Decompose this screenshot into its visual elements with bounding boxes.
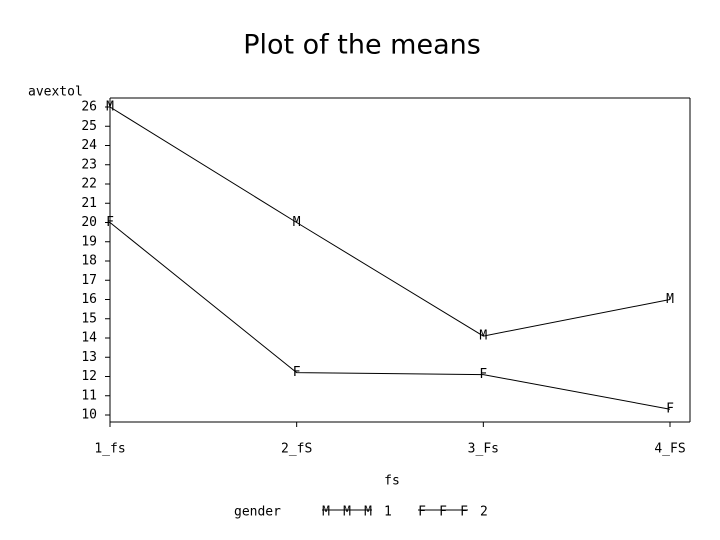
legend-marker: F [418,505,426,520]
y-tick-label: 13 [81,350,97,365]
legend-title: gender [234,505,281,520]
legend-marker: M [322,505,330,520]
point-marker: M [106,100,114,115]
y-tick-label: 17 [81,273,97,288]
y-tick-label: 26 [81,100,97,115]
point-marker: M [479,329,487,344]
x-tick-label: 1_fs [94,442,125,457]
point-marker: F [293,365,301,380]
series-line [109,106,671,337]
legend-label: 1 [384,505,392,520]
x-tick-label: 2_fS [281,442,312,457]
y-axis-label: avextol [28,85,83,100]
y-tick-label: 16 [81,292,97,307]
y-tick-label: 15 [81,311,97,326]
legend-marker: F [439,505,447,520]
y-tick-label: 25 [81,119,97,134]
legend-marker: M [343,505,351,520]
x-axis-label: fs [384,474,400,489]
x-tick-label: 3_Fs [468,442,499,457]
y-tick-label: 19 [81,234,97,249]
y-tick-label: 22 [81,177,97,192]
y-tick-label: 14 [81,331,97,346]
legend-marker: M [364,505,372,520]
point-marker: M [293,215,301,230]
y-tick-label: 21 [81,196,97,211]
y-tick-label: 24 [81,138,97,153]
point-marker: F [106,215,114,230]
point-marker: M [666,292,674,307]
point-marker: F [479,367,487,382]
y-tick-label: 23 [81,157,97,172]
y-tick-label: 10 [81,408,97,423]
legend-marker: F [460,505,468,520]
x-tick-label: 4_FS [654,442,685,457]
series-line [109,222,671,410]
y-tick-label: 20 [81,215,97,230]
y-tick-label: 11 [81,388,97,403]
chart-title: Plot of the means [243,30,481,61]
y-tick-label: 18 [81,254,97,269]
point-marker: F [666,402,674,417]
legend-label: 2 [480,505,488,520]
y-tick-label: 12 [81,369,97,384]
